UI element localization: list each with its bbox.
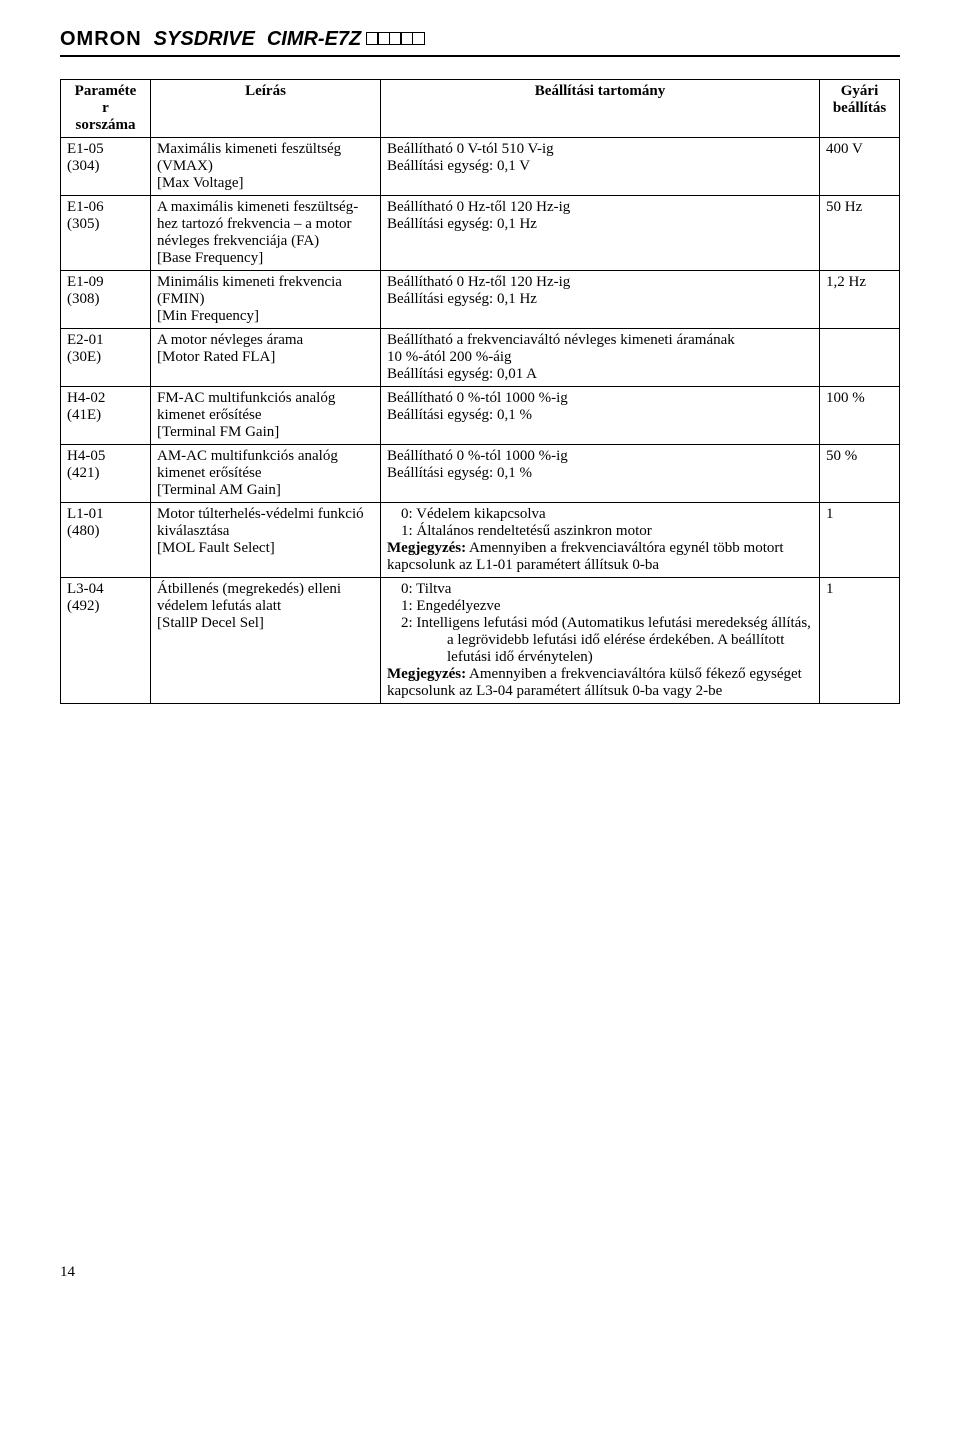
th-param: Paramétersorszáma bbox=[61, 80, 151, 138]
range-item: 2: Intelligens lefutási mód (Automatikus… bbox=[387, 615, 813, 666]
cell-param: E1-06(305) bbox=[61, 196, 151, 271]
cell-range: Beállítható 0 %-tól 1000 %-igBeállítási … bbox=[381, 387, 820, 445]
cell-param: L1-01(480) bbox=[61, 503, 151, 578]
page: OMRON SYSDRIVE CIMR-E7Z Paramétersorszám… bbox=[0, 0, 960, 1321]
cell-range: Beállítható 0 V-tól 510 V-igBeállítási e… bbox=[381, 138, 820, 196]
cell-range: Beállítható 0 %-tól 1000 %-igBeállítási … bbox=[381, 445, 820, 503]
cell-param: L3-04(492) bbox=[61, 578, 151, 704]
cell-default bbox=[820, 329, 900, 387]
product-name: SYSDRIVE bbox=[154, 28, 255, 51]
cell-default: 50 % bbox=[820, 445, 900, 503]
range-item: 0: Védelem kikapcsolva bbox=[387, 506, 813, 523]
cell-param: H4-05(421) bbox=[61, 445, 151, 503]
cell-range: Beállítható 0 Hz-től 120 Hz-igBeállítási… bbox=[381, 196, 820, 271]
cell-desc: FM-AC multifunkciós analóg kimenet erősí… bbox=[151, 387, 381, 445]
cell-range: Beállítható 0 Hz-től 120 Hz-igBeállítási… bbox=[381, 271, 820, 329]
table-row: E1-09(308) Minimális kimeneti frekvencia… bbox=[61, 271, 900, 329]
table-body: E1-05(304) Maximális kimeneti feszültség… bbox=[61, 138, 900, 704]
model-placeholder-boxes bbox=[367, 32, 425, 45]
range-item: 1: Engedélyezve bbox=[387, 598, 813, 615]
cell-desc: AM-AC multifunkciós analóg kimenet erősí… bbox=[151, 445, 381, 503]
cell-range: 0: Tiltva 1: Engedélyezve 2: Intelligens… bbox=[381, 578, 820, 704]
range-item: 1: Általános rendeltetésű aszinkron moto… bbox=[387, 523, 813, 540]
th-desc: Leírás bbox=[151, 80, 381, 138]
table-row: H4-02(41E) FM-AC multifunkciós analóg ki… bbox=[61, 387, 900, 445]
cell-default: 400 V bbox=[820, 138, 900, 196]
cell-desc: A motor névleges árama[Motor Rated FLA] bbox=[151, 329, 381, 387]
cell-param: E1-09(308) bbox=[61, 271, 151, 329]
brand-logo: OMRON bbox=[60, 28, 142, 51]
table-row: L1-01(480) Motor túlterhelés-védelmi fun… bbox=[61, 503, 900, 578]
table-row: E1-05(304) Maximális kimeneti feszültség… bbox=[61, 138, 900, 196]
cell-default: 50 Hz bbox=[820, 196, 900, 271]
table-row: L3-04(492) Átbillenés (megrekedés) ellen… bbox=[61, 578, 900, 704]
th-default: Gyáribeállítás bbox=[820, 80, 900, 138]
page-header: OMRON SYSDRIVE CIMR-E7Z bbox=[60, 28, 900, 57]
model-prefix: CIMR-E7Z bbox=[267, 28, 361, 50]
range-item: 0: Tiltva bbox=[387, 581, 813, 598]
cell-desc: Motor túlterhelés-védelmi funkció kivála… bbox=[151, 503, 381, 578]
page-footer: 14 bbox=[60, 1264, 900, 1281]
table-row: H4-05(421) AM-AC multifunkciós analóg ki… bbox=[61, 445, 900, 503]
table-row: E1-06(305) A maximális kimeneti feszülts… bbox=[61, 196, 900, 271]
parameters-table: Paramétersorszáma Leírás Beállítási tart… bbox=[60, 79, 900, 704]
cell-range: Beállítható a frekvenciaváltó névleges k… bbox=[381, 329, 820, 387]
range-note: Megjegyzés: Amennyiben a frekvenciaváltó… bbox=[387, 666, 813, 700]
cell-default: 1,2 Hz bbox=[820, 271, 900, 329]
cell-param: H4-02(41E) bbox=[61, 387, 151, 445]
table-header-row: Paramétersorszáma Leírás Beállítási tart… bbox=[61, 80, 900, 138]
cell-default: 1 bbox=[820, 578, 900, 704]
cell-param: E1-05(304) bbox=[61, 138, 151, 196]
model-wrap: CIMR-E7Z bbox=[267, 28, 425, 51]
th-range: Beállítási tartomány bbox=[381, 80, 820, 138]
cell-desc: Maximális kimeneti feszültség (VMAX)[Max… bbox=[151, 138, 381, 196]
cell-desc: Átbillenés (megrekedés) elleni védelem l… bbox=[151, 578, 381, 704]
cell-desc: Minimális kimeneti frekvencia (FMIN)[Min… bbox=[151, 271, 381, 329]
cell-default: 100 % bbox=[820, 387, 900, 445]
cell-desc: A maximális kimeneti feszültség-hez tart… bbox=[151, 196, 381, 271]
cell-range: 0: Védelem kikapcsolva 1: Általános rend… bbox=[381, 503, 820, 578]
cell-param: E2-01(30E) bbox=[61, 329, 151, 387]
range-note: Megjegyzés: Amennyiben a frekvenciaváltó… bbox=[387, 540, 813, 574]
page-number: 14 bbox=[60, 1264, 75, 1280]
cell-default: 1 bbox=[820, 503, 900, 578]
table-row: E2-01(30E) A motor névleges árama[Motor … bbox=[61, 329, 900, 387]
